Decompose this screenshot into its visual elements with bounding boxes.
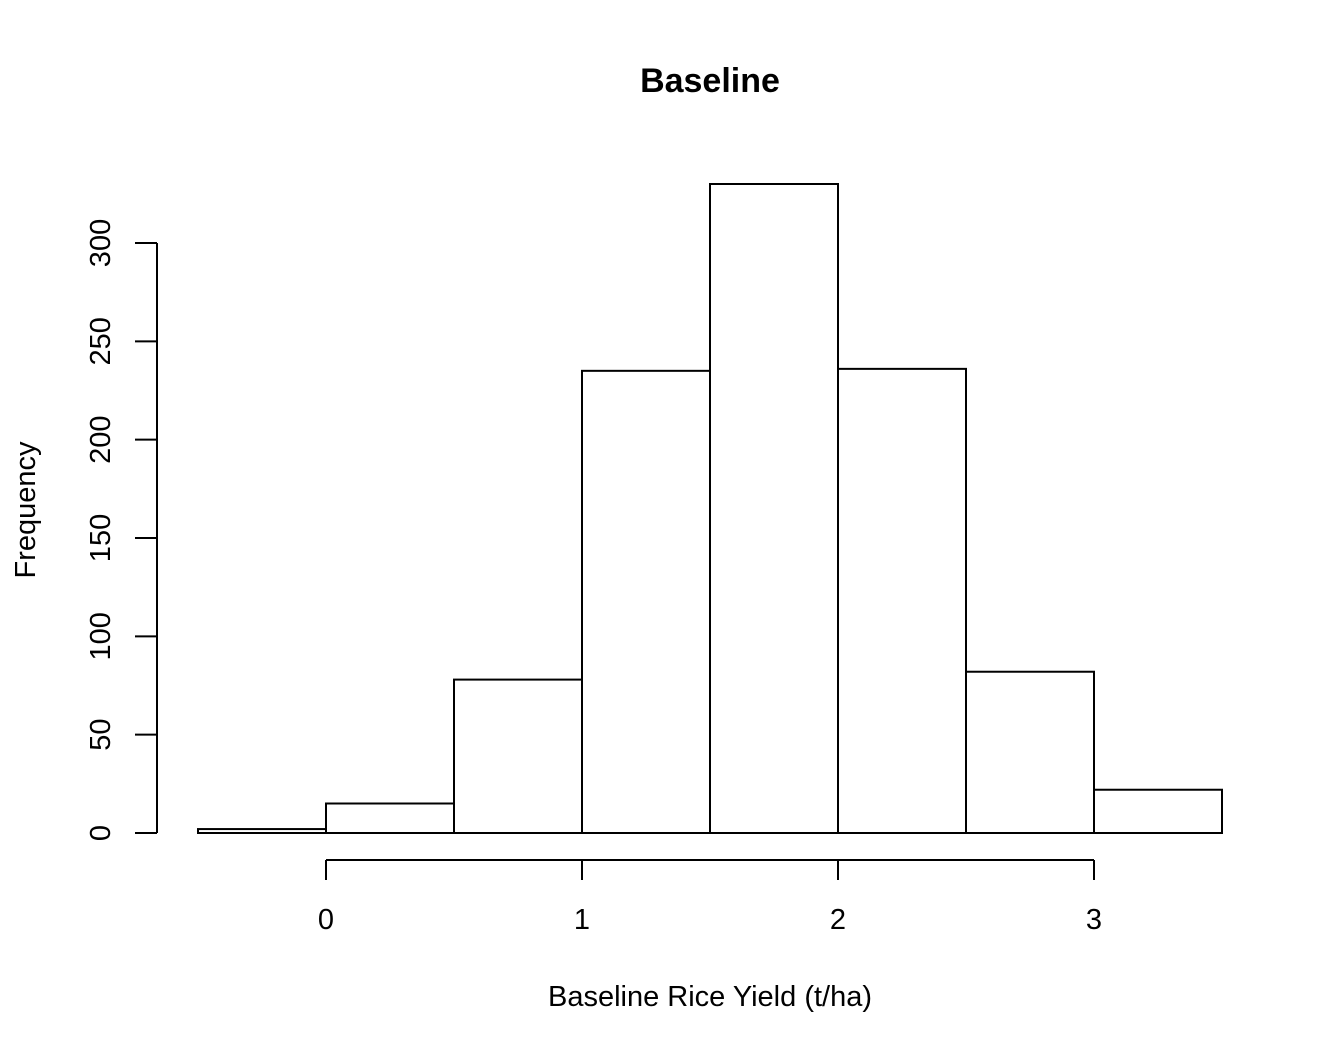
y-tick-label-200: 200 [85,415,117,463]
chart-title: Baseline [640,62,780,100]
histogram-bar-1 [325,802,455,834]
histogram-bars [197,183,1223,835]
histogram-bar-6 [965,670,1095,834]
y-axis: 0 50 100 150 200 250 300 [85,219,158,841]
histogram-bar-4 [709,183,839,834]
x-tick-label-1: 1 [574,904,590,936]
histogram-bar-3 [581,369,711,834]
y-tick-label-300: 300 [85,219,117,267]
histogram-bar-5 [837,367,967,834]
y-axis-label: Frequency [10,441,42,579]
x-tick-label-0: 0 [318,904,334,936]
x-tick-label-2: 2 [830,904,846,936]
y-tick-label-100: 100 [85,612,117,660]
histogram-bar-2 [453,678,583,834]
y-tick-label-250: 250 [85,317,117,365]
x-axis: 0 1 2 3 [318,859,1102,936]
histogram-bar-0 [197,828,327,834]
x-axis-label: Baseline Rice Yield (t/ha) [548,981,872,1013]
histogram-bar-7 [1093,788,1223,835]
y-tick-label-50: 50 [85,719,117,751]
y-tick-label-150: 150 [85,514,117,562]
y-tick-label-0: 0 [85,825,117,841]
x-tick-label-3: 3 [1086,904,1102,936]
